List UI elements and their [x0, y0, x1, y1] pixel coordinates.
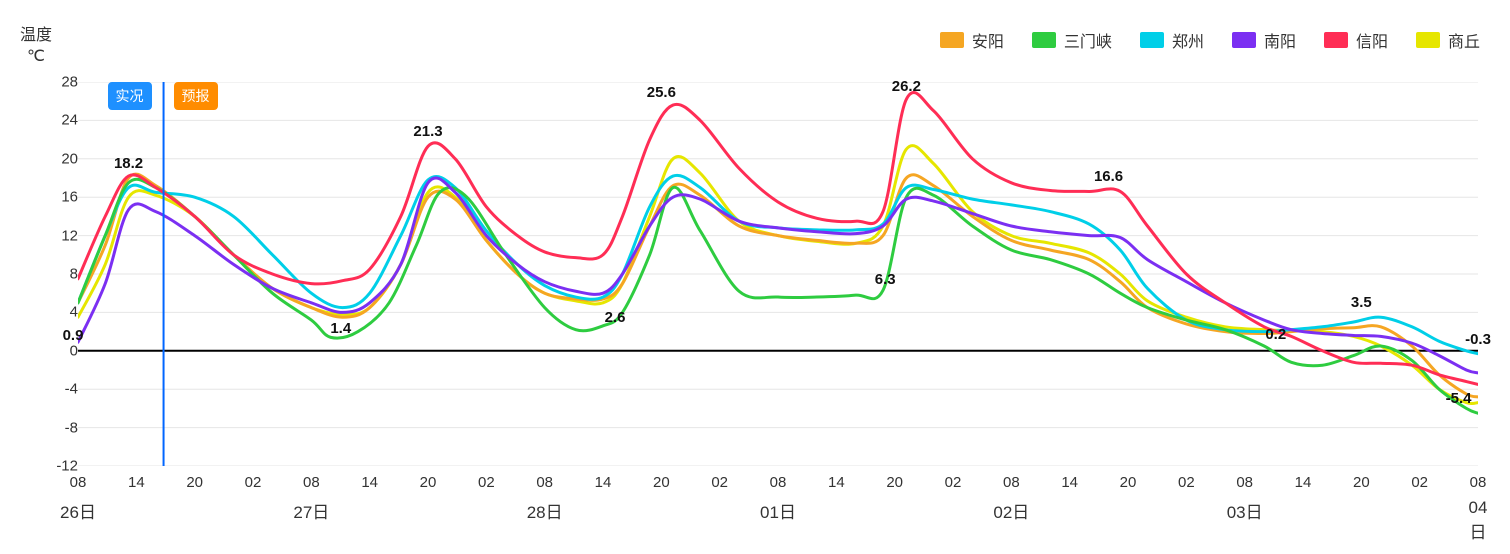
x-day-label: 03日: [1227, 498, 1263, 523]
x-tick: 20: [420, 474, 437, 491]
x-day-label: 04日: [1469, 498, 1488, 543]
annotation: 18.2: [114, 155, 143, 172]
annotation: 6.3: [875, 271, 896, 288]
series-line: [78, 146, 1478, 404]
x-tick: 02: [711, 474, 728, 491]
series-line: [78, 174, 1478, 397]
y-tick: 4: [70, 304, 78, 321]
x-tick: 14: [361, 474, 378, 491]
legend-item[interactable]: 安阳: [940, 28, 1004, 52]
x-tick: 08: [70, 474, 87, 491]
x-day-label: 28日: [527, 498, 563, 523]
x-day-label: 27日: [293, 498, 329, 523]
plot-svg: [78, 82, 1478, 466]
annotation: 3.5: [1351, 294, 1372, 311]
legend-label: 商丘: [1448, 28, 1480, 52]
x-tick: 14: [1295, 474, 1312, 491]
annotation: -0.3: [1465, 331, 1491, 348]
x-tick: 08: [536, 474, 553, 491]
legend-item[interactable]: 三门峡: [1032, 28, 1112, 52]
x-tick: 20: [1353, 474, 1370, 491]
y-title-line1: 温度: [20, 26, 52, 47]
x-day-label: 26日: [60, 498, 96, 523]
legend-swatch: [1416, 32, 1440, 48]
legend-item[interactable]: 商丘: [1416, 28, 1480, 52]
x-tick: 02: [478, 474, 495, 491]
plot-area: 实况预报0.918.21.421.32.625.66.326.216.60.23…: [78, 82, 1478, 466]
legend-swatch: [1324, 32, 1348, 48]
x-tick: 14: [828, 474, 845, 491]
y-title-line2: ℃: [20, 47, 52, 68]
x-tick: 02: [1178, 474, 1195, 491]
legend: 安阳 三门峡 郑州 南阳 信阳 商丘: [940, 28, 1480, 52]
y-tick: 16: [61, 189, 78, 206]
legend-swatch: [1232, 32, 1256, 48]
legend-swatch: [1140, 32, 1164, 48]
annotation: -5.4: [1446, 390, 1472, 407]
legend-item[interactable]: 南阳: [1232, 28, 1296, 52]
x-tick: 02: [945, 474, 962, 491]
legend-label: 信阳: [1356, 28, 1388, 52]
legend-label: 安阳: [972, 28, 1004, 52]
x-tick: 14: [128, 474, 145, 491]
legend-item[interactable]: 信阳: [1324, 28, 1388, 52]
y-tick: -4: [65, 381, 78, 398]
temperature-chart: 温度 ℃ 安阳三门峡郑州南阳信阳商丘 2824201612840-4-8-12 …: [0, 0, 1510, 554]
annotation: 2.6: [605, 309, 626, 326]
annotation: 25.6: [647, 84, 676, 101]
legend-label: 三门峡: [1064, 28, 1112, 52]
series-line: [78, 178, 1478, 373]
x-day-label: 02日: [993, 498, 1029, 523]
x-tick: 20: [186, 474, 203, 491]
annotation: 26.2: [892, 78, 921, 95]
y-axis-title: 温度 ℃: [20, 26, 52, 68]
x-tick: 20: [1120, 474, 1137, 491]
y-tick: 8: [70, 266, 78, 283]
legend-label: 郑州: [1172, 28, 1204, 52]
annotation: 21.3: [413, 123, 442, 140]
annotation: 16.6: [1094, 168, 1123, 185]
y-axis: 2824201612840-4-8-12: [30, 82, 78, 466]
legend-swatch: [940, 32, 964, 48]
annotation: 0.2: [1265, 326, 1286, 343]
x-day-label: 01日: [760, 498, 796, 523]
legend-label: 南阳: [1264, 28, 1296, 52]
x-tick: 08: [1236, 474, 1253, 491]
badge: 实况: [108, 82, 152, 110]
y-tick: 12: [61, 227, 78, 244]
x-tick: 14: [1061, 474, 1078, 491]
y-tick: 28: [61, 74, 78, 91]
x-tick: 20: [886, 474, 903, 491]
legend-item[interactable]: 郑州: [1140, 28, 1204, 52]
annotation: 1.4: [330, 320, 351, 337]
x-tick: 14: [595, 474, 612, 491]
x-tick: 08: [1003, 474, 1020, 491]
x-tick: 08: [770, 474, 787, 491]
legend-swatch: [1032, 32, 1056, 48]
y-tick: 0: [70, 342, 78, 359]
y-tick: -12: [56, 458, 78, 475]
badge: 预报: [174, 82, 218, 110]
x-tick: 08: [1470, 474, 1487, 491]
x-tick: 20: [653, 474, 670, 491]
x-tick: 02: [1411, 474, 1428, 491]
y-tick: -8: [65, 419, 78, 436]
y-tick: 20: [61, 150, 78, 167]
x-tick: 02: [245, 474, 262, 491]
x-tick: 08: [303, 474, 320, 491]
y-tick: 24: [61, 112, 78, 129]
annotation: 0.9: [63, 327, 84, 344]
x-axis: 08 14 20 02 08 14 20 02 08 14 20 02 08 14 20 02 08 14 20 02…: [78, 466, 1478, 526]
